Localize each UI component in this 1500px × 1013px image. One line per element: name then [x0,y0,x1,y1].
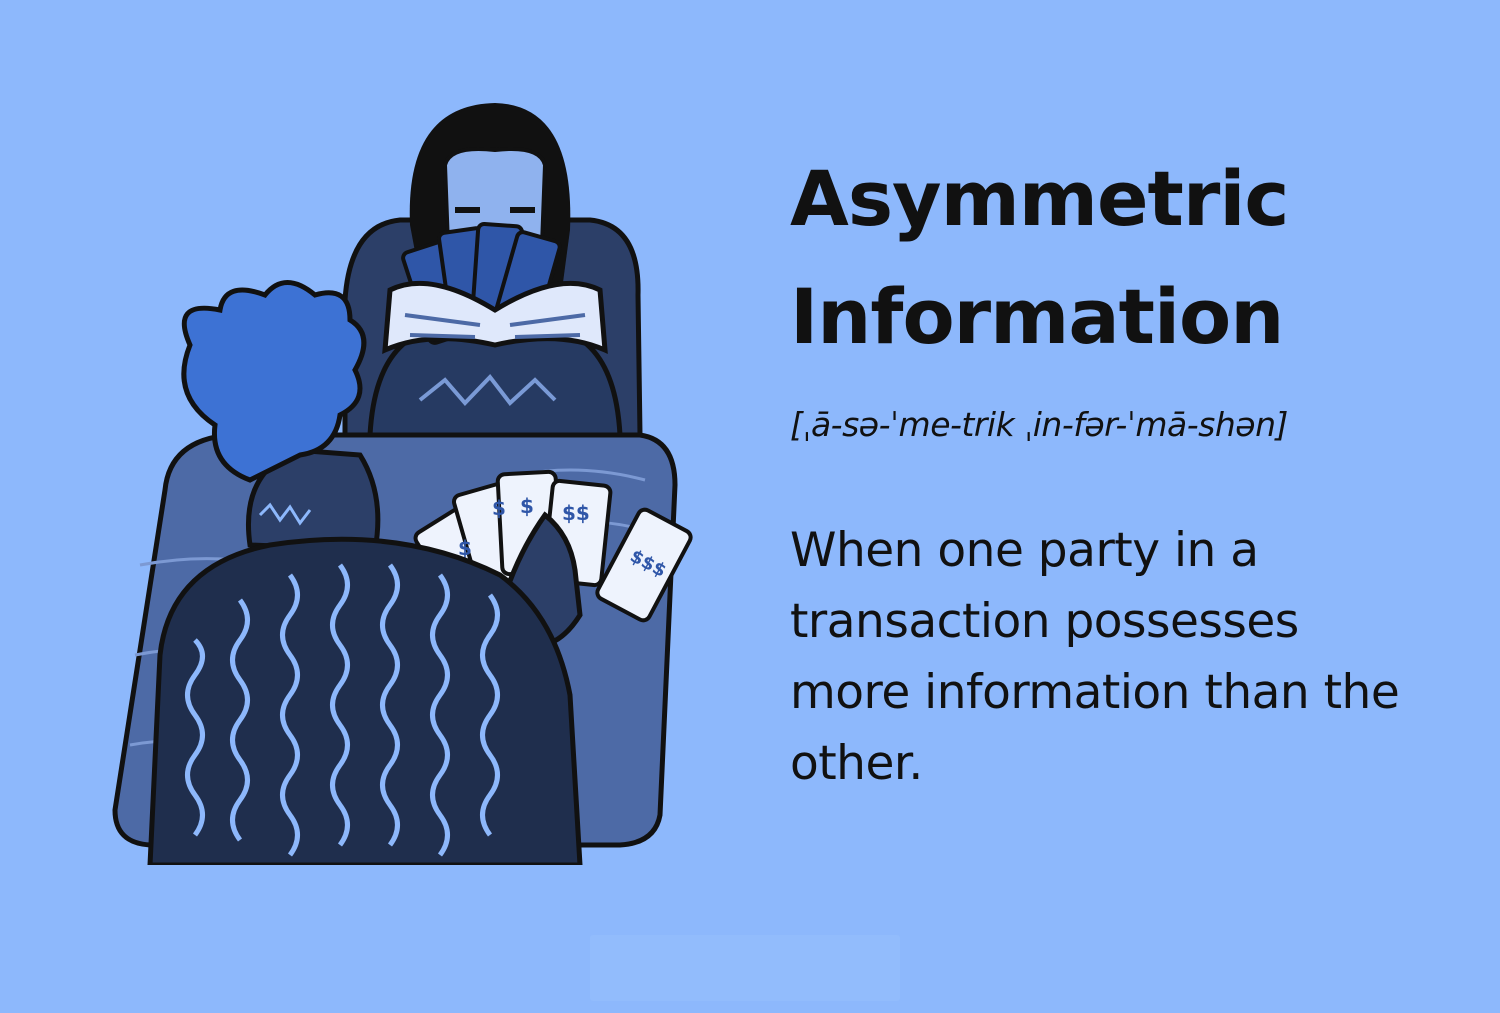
svg-text:$: $ [492,496,506,520]
definition-text: When one party in a transaction possesse… [790,523,1400,791]
svg-text:$: $ [458,536,472,560]
top-player [367,103,623,438]
front-player [147,280,583,865]
svg-text:$: $ [520,494,534,518]
term-title: Asymmetric Information [790,140,1430,376]
term-line-2: Information [790,272,1284,361]
pronunciation: [ˌā-sə-ˈme-trik ˌin-fər-ˈmā-shən] [790,405,1288,444]
term-line-1: Asymmetric [790,154,1289,243]
card-players-illustration: $ $ $ $$ $$$ [112,103,693,865]
svg-text:$$: $$ [562,501,590,525]
watermark-area [590,935,900,1001]
